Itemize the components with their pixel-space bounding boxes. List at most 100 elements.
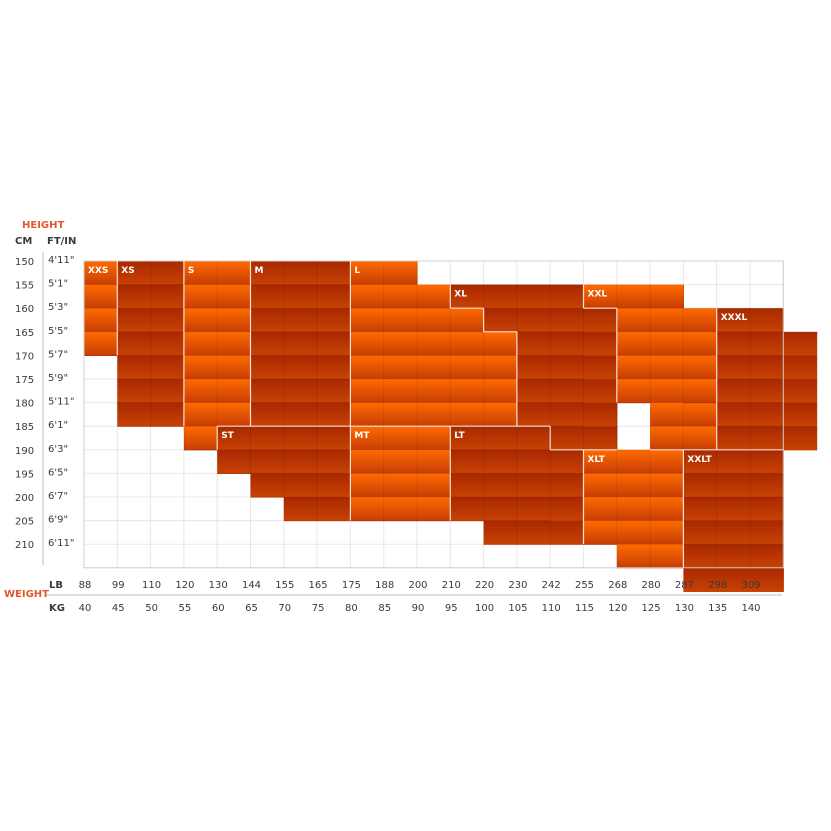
size-cell [550, 379, 585, 404]
size-cell [516, 426, 551, 451]
size-cell [450, 379, 485, 404]
size-cell [183, 426, 218, 451]
height-axis-title: HEIGHT [22, 220, 64, 231]
size-cell [650, 308, 684, 333]
size-cell [516, 497, 551, 522]
kg-tick-label: 125 [642, 603, 661, 614]
size-cell [283, 426, 318, 451]
chart-frame [83, 260, 784, 569]
size-cell [217, 308, 252, 333]
size-cell [417, 355, 451, 380]
size-cell [550, 449, 585, 474]
ftin-tick-label: 5'5" [48, 326, 68, 337]
size-cell [183, 379, 218, 404]
size-cell [283, 284, 318, 309]
size-cell [283, 308, 318, 333]
size-cell [483, 355, 518, 380]
kg-tick-label: 110 [542, 603, 561, 614]
weight-axis-title: WEIGHT [4, 589, 49, 600]
kg-tick-label: 55 [179, 603, 192, 614]
size-cell [516, 402, 551, 427]
size-cell [750, 355, 784, 380]
size-label-xxl: XXL [588, 290, 608, 300]
size-cell [550, 331, 585, 356]
size-cell [450, 308, 485, 333]
size-cell [250, 261, 285, 286]
size-cell [150, 402, 185, 427]
size-cell [616, 355, 651, 380]
size-cell [417, 497, 451, 522]
size-cell [450, 449, 485, 474]
size-cell [616, 449, 651, 474]
size-cell [583, 379, 618, 404]
size-cell [750, 473, 784, 498]
size-region-xlt [583, 449, 684, 569]
cm-unit-label: CM [15, 236, 32, 247]
size-cell [716, 331, 751, 356]
ftin-tick-label: 6'11" [48, 538, 74, 549]
kg-tick-label: 50 [145, 603, 158, 614]
size-cell [683, 473, 718, 498]
size-cell [583, 426, 618, 451]
size-cell [317, 473, 351, 498]
cm-tick-label: 180 [15, 399, 34, 410]
size-cell [616, 473, 651, 498]
size-cell [483, 308, 518, 333]
size-cell [383, 355, 418, 380]
lb-tick-label: 120 [175, 580, 194, 591]
kg-tick-label: 75 [312, 603, 325, 614]
kg-tick-label: 105 [508, 603, 527, 614]
size-region-lt [450, 426, 585, 545]
size-cell [783, 402, 818, 427]
size-cell [716, 520, 751, 545]
cm-tick-label: 160 [15, 304, 34, 315]
lb-tick-label: 175 [342, 580, 361, 591]
cm-tick-label: 205 [15, 517, 34, 528]
ftin-tick-label: 5'1" [48, 279, 68, 290]
size-cell [750, 520, 784, 545]
size-cell [183, 355, 218, 380]
size-cell [716, 402, 751, 427]
size-cell [317, 379, 351, 404]
size-regions [84, 261, 818, 592]
lb-tick-label: 298 [708, 580, 727, 591]
size-cell [483, 449, 518, 474]
size-cell [583, 497, 618, 522]
kg-tick-label: 40 [79, 603, 92, 614]
ftin-unit-label: FT/IN [47, 236, 76, 247]
lb-unit-label: LB [49, 580, 63, 591]
cm-tick-label: 210 [15, 540, 34, 551]
size-cell [650, 402, 684, 427]
lb-tick-label: 110 [142, 580, 161, 591]
size-cell [250, 379, 285, 404]
size-cell [317, 426, 351, 451]
size-cell [483, 520, 518, 545]
size-cell [483, 402, 518, 427]
size-cell [750, 426, 784, 451]
size-labels: XXS XS S M L XL XXL XXXL ST MT LT XLT XXLT [88, 266, 748, 465]
size-region-mt [350, 426, 451, 522]
size-cell [283, 379, 318, 404]
size-cell [417, 426, 451, 451]
size-region-xl [450, 284, 618, 451]
size-cell [283, 355, 318, 380]
size-cell [383, 261, 418, 286]
size-cell [217, 379, 252, 404]
size-cell [117, 331, 152, 356]
size-cell [350, 331, 385, 356]
size-label-xs: XS [121, 266, 134, 276]
size-cell [516, 449, 551, 474]
size-cell [650, 355, 684, 380]
size-cell [616, 308, 651, 333]
size-cell [150, 284, 185, 309]
cm-tick-label: 190 [15, 446, 34, 457]
size-cell [550, 355, 585, 380]
kg-tick-label: 85 [378, 603, 391, 614]
size-cell [417, 402, 451, 427]
size-cell [317, 355, 351, 380]
size-cell [616, 497, 651, 522]
size-cell [550, 497, 585, 522]
size-cell [616, 379, 651, 404]
lb-tick-label: 242 [542, 580, 561, 591]
cm-tick-label: 195 [15, 469, 34, 480]
